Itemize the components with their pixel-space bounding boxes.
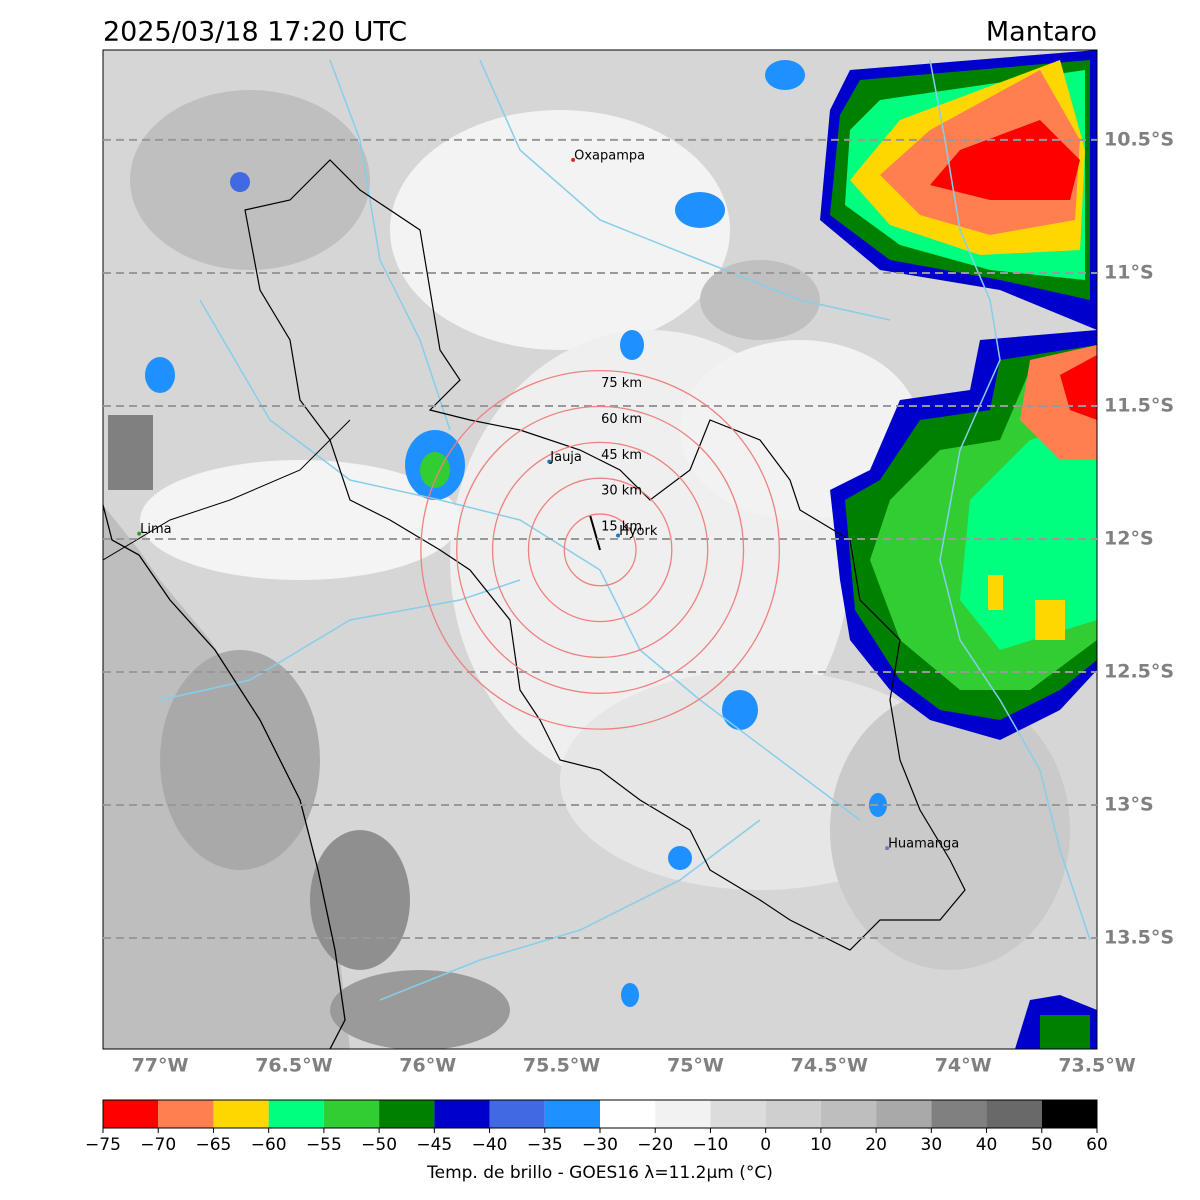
colorbar-segment bbox=[379, 1100, 435, 1128]
colorbar-segment bbox=[820, 1100, 877, 1128]
x-tick-label: 74.5°W bbox=[791, 1055, 868, 1077]
colorbar-segment bbox=[876, 1100, 932, 1128]
x-tick-label: 74°W bbox=[935, 1055, 992, 1077]
colorbar-tick-label: 50 bbox=[1031, 1135, 1053, 1155]
place-marker bbox=[547, 459, 552, 464]
colorbar: −75 −70 −65 −60 −55 −50 −45 −40 −35 −30 −20 −10 0 10 2… bbox=[85, 1099, 1108, 1155]
colorbar-segment bbox=[1041, 1100, 1097, 1128]
y-tick-label: 11.5°S bbox=[1104, 394, 1174, 416]
colorbar-tick-label: −10 bbox=[692, 1135, 728, 1155]
range-ring bbox=[491, 441, 709, 659]
map-overlay: 10.5°S 11°S 11.5°S 12°S 12.5°S 13°S 13.5°S 77°W… bbox=[103, 128, 1174, 1077]
colorbar-tick-label: −40 bbox=[472, 1135, 508, 1155]
colorbar-tick-label: −20 bbox=[637, 1135, 673, 1155]
range-ring bbox=[456, 405, 745, 694]
colorbar-tick-label: −35 bbox=[527, 1135, 563, 1155]
range-ring bbox=[563, 513, 637, 587]
place-marker bbox=[885, 846, 890, 851]
x-tick-label: 76.5°W bbox=[255, 1055, 332, 1077]
colorbar-segment bbox=[710, 1100, 766, 1128]
colorbar-segment bbox=[268, 1100, 324, 1128]
colorbar-tick-label: −65 bbox=[195, 1135, 231, 1155]
region-name: Mantaro bbox=[986, 17, 1097, 48]
colorbar-tick-label: 30 bbox=[921, 1135, 943, 1155]
x-tick-label: 75°W bbox=[667, 1055, 724, 1077]
range-ring-label: 15 km bbox=[601, 520, 642, 535]
colorbar-label: Temp. de brillo - GOES16 λ=11.2μm (°C) bbox=[426, 1163, 773, 1183]
colorbar-segment bbox=[103, 1100, 159, 1128]
x-tick-label: 73.5°W bbox=[1058, 1055, 1135, 1077]
range-ring-label: 45 km bbox=[601, 448, 642, 463]
colorbar-tick-label: −55 bbox=[306, 1135, 342, 1155]
colorbar-tick-label: 40 bbox=[976, 1135, 998, 1155]
satellite-image bbox=[103, 50, 1097, 1049]
place-label: Huamanga bbox=[888, 837, 959, 852]
range-ring-label: 75 km bbox=[601, 376, 642, 391]
colorbar-segment bbox=[434, 1100, 490, 1128]
colorbar-segment bbox=[323, 1100, 380, 1128]
place-marker bbox=[137, 531, 142, 536]
place-label: Oxapampa bbox=[574, 148, 645, 163]
place-marker bbox=[616, 533, 621, 538]
colorbar-segment bbox=[600, 1100, 656, 1128]
colorbar-segment bbox=[158, 1100, 214, 1128]
place-marker bbox=[571, 157, 576, 162]
title: 2025/03/18 17:20 UTC bbox=[103, 17, 407, 48]
x-tick-label: 75.5°W bbox=[523, 1055, 600, 1077]
colorbar-tick-label: −30 bbox=[582, 1135, 618, 1155]
colorbar-tick-label: −45 bbox=[416, 1135, 452, 1155]
range-ring bbox=[420, 370, 781, 730]
colorbar-segment bbox=[765, 1100, 821, 1128]
place-label: Jauja bbox=[549, 450, 582, 465]
y-tick-label: 12.5°S bbox=[1104, 661, 1174, 683]
colorbar-segment bbox=[655, 1100, 711, 1128]
place-label: Hyork bbox=[619, 524, 658, 539]
colorbar-segment bbox=[931, 1100, 987, 1128]
colorbar-tick-label: −70 bbox=[140, 1135, 176, 1155]
colorbar-tick-label: −60 bbox=[251, 1135, 287, 1155]
colorbar-tick-label: 0 bbox=[760, 1135, 771, 1155]
range-ring bbox=[527, 477, 673, 623]
colorbar-segment bbox=[489, 1100, 545, 1128]
map-frame bbox=[102, 49, 1098, 1050]
colorbar-tick-label: 60 bbox=[1086, 1135, 1108, 1155]
y-tick-label: 12°S bbox=[1104, 527, 1154, 549]
x-tick-label: 76°W bbox=[399, 1055, 456, 1077]
colorbar-tick-label: −75 bbox=[85, 1135, 121, 1155]
y-tick-label: 10.5°S bbox=[1104, 128, 1174, 150]
colorbar-tick-label: 20 bbox=[865, 1135, 887, 1155]
range-ring-label: 30 km bbox=[601, 484, 642, 499]
colorbar-tick-label: −50 bbox=[361, 1135, 397, 1155]
colorbar-tick-label: 10 bbox=[810, 1135, 832, 1155]
y-tick-label: 13°S bbox=[1104, 794, 1154, 816]
y-tick-label: 11°S bbox=[1104, 261, 1154, 283]
place-label: Lima bbox=[140, 522, 171, 537]
x-tick-label: 77°W bbox=[132, 1055, 189, 1077]
y-tick-label: 13.5°S bbox=[1104, 927, 1174, 949]
range-ring-label: 60 km bbox=[601, 412, 642, 427]
colorbar-segment bbox=[986, 1100, 1042, 1128]
colorbar-segment bbox=[213, 1100, 269, 1128]
colorbar-segment bbox=[544, 1100, 600, 1128]
